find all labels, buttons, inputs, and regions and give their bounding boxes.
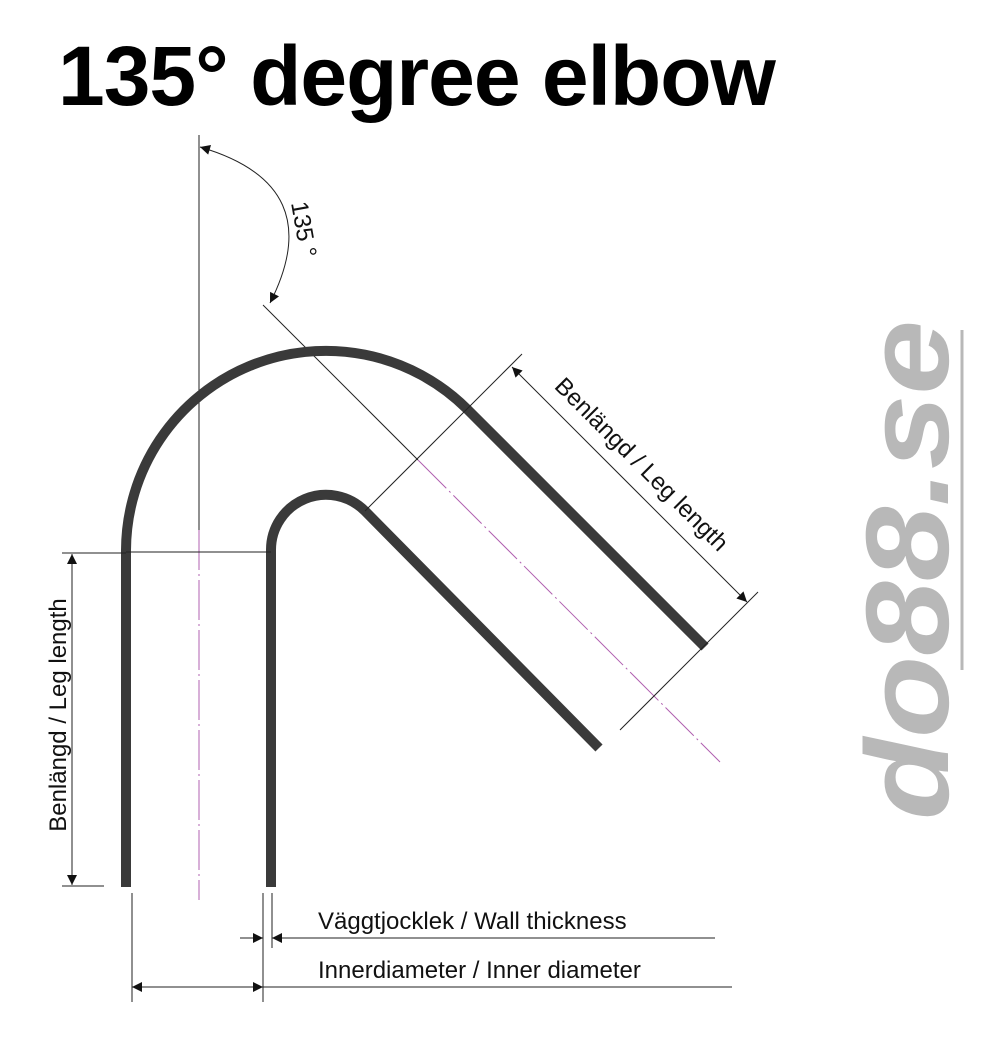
diagonal-centerline [417, 459, 721, 763]
wall-thickness-label: Väggtjocklek / Wall thickness [318, 908, 627, 935]
pipe-inner-wall [265, 489, 603, 887]
pipe-outer-wall [121, 345, 709, 887]
right-extension-top [466, 353, 523, 410]
right-extension-bottom [619, 591, 759, 731]
inner-diameter-label: Innerdiameter / Inner diameter [318, 957, 641, 984]
page-title: 135° degree elbow [58, 29, 776, 123]
left-leg-label: Benlängd / Leg length [45, 598, 72, 832]
bend-end-line [364, 408, 468, 512]
logo-text: do88.se [842, 320, 974, 820]
do88-logo: do88.se [842, 320, 974, 820]
right-leg-dimension [511, 366, 748, 603]
angle-reference-line [262, 304, 419, 461]
right-leg-label: Benlängd / Leg length [549, 373, 733, 557]
angle-label: 135 ° [285, 199, 321, 259]
angle-arc [199, 145, 290, 304]
